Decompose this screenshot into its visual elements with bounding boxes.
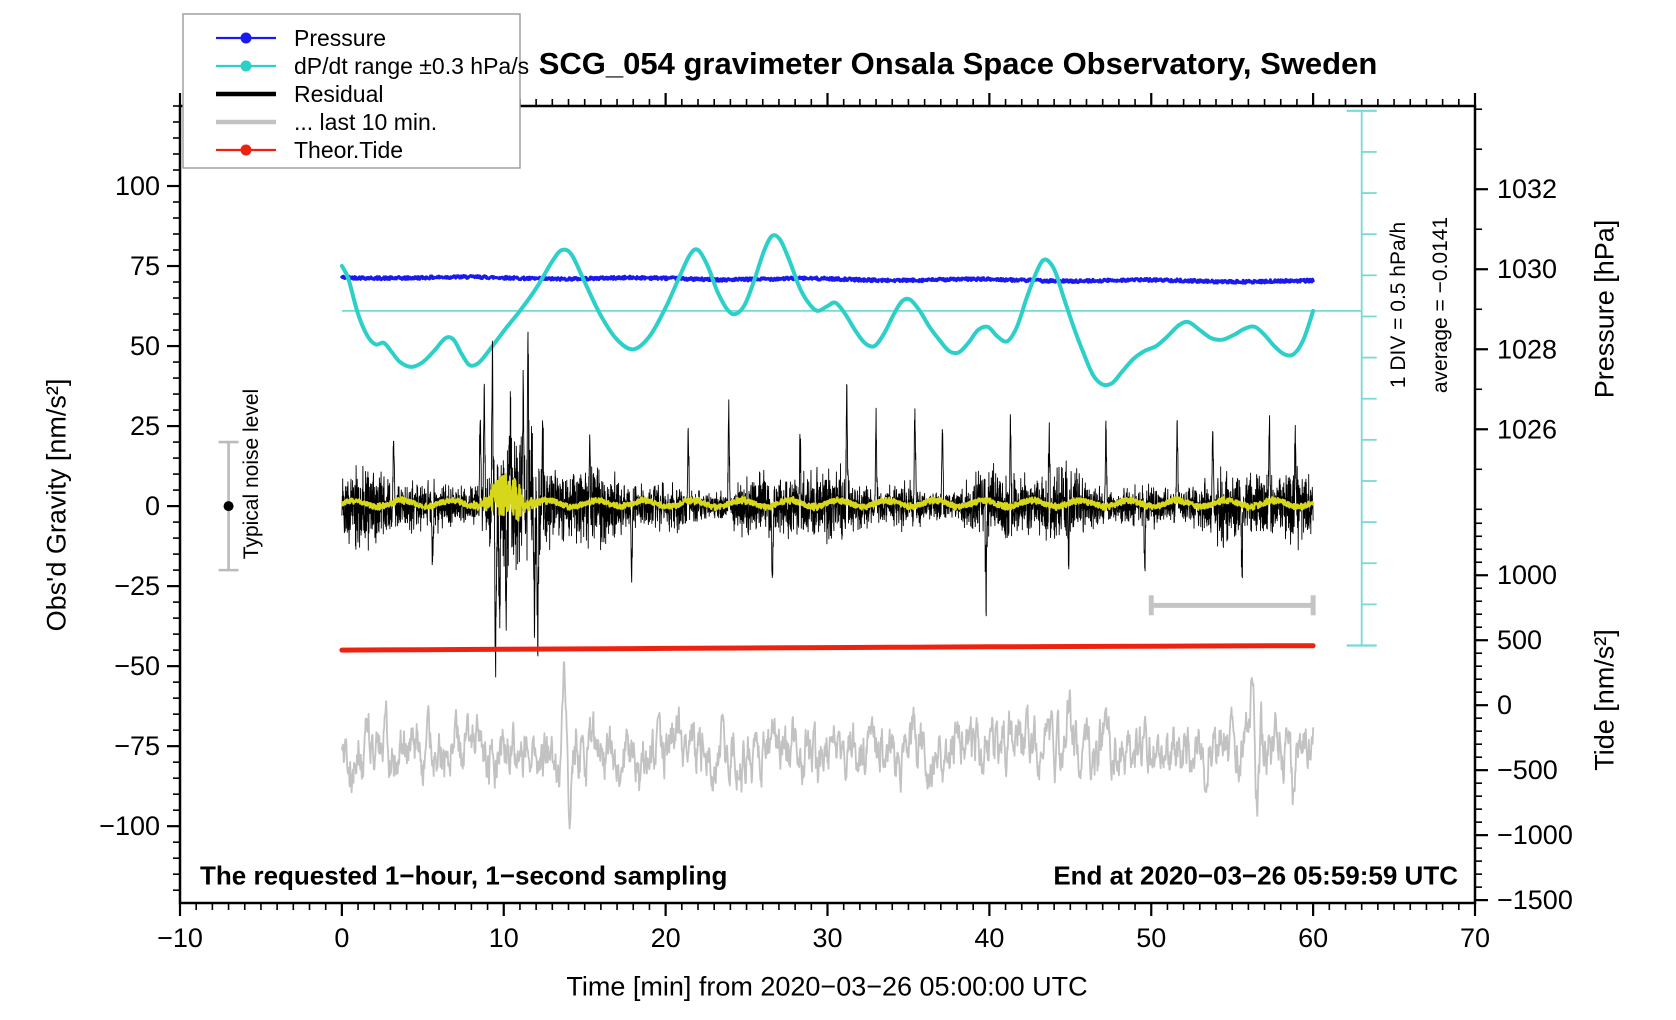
legend-item-residual: Residual (216, 81, 384, 107)
svg-text:−500: −500 (1497, 755, 1558, 785)
legend-marker-dot (240, 144, 252, 156)
svg-text:50: 50 (1136, 923, 1166, 953)
legend-item-dp-dt-range-0-3-hpa-s: dP/dt range ±0.3 hPa/s (216, 53, 529, 79)
typical-noise-level-label: Typical noise level (240, 388, 263, 560)
tide-axis-label: Tide [nm/s²] (1589, 629, 1620, 771)
svg-text:30: 30 (812, 923, 842, 953)
div-scale-label: 1 DIV = 0.5 hPa/h (1387, 221, 1410, 389)
average-dpdt-label: average = −0.0141 (1429, 216, 1452, 394)
svg-text:10: 10 (489, 923, 519, 953)
svg-text:70: 70 (1460, 923, 1490, 953)
bottom-axis: −10 0 10 20 30 40 50 60 70 (157, 903, 1490, 953)
svg-text:40: 40 (974, 923, 1004, 953)
svg-text:−10: −10 (157, 923, 203, 953)
end-time-note: End at 2020−03−26 05:59:59 UTC (1053, 860, 1458, 891)
last10-scale-bar (1148, 595, 1316, 616)
legend-item-pressure: Pressure (216, 25, 386, 51)
svg-text:100: 100 (115, 171, 160, 201)
left-y-axis-label: Obs'd Gravity [nm/s²] (41, 378, 72, 632)
legend-marker-dot (240, 32, 252, 44)
series-last-10-min (341, 661, 1314, 830)
svg-text:Theor.Tide: Theor.Tide (294, 137, 403, 163)
legend-item-last-10-min: ... last 10 min. (216, 109, 437, 135)
svg-text:1000: 1000 (1497, 560, 1557, 590)
svg-text:25: 25 (130, 411, 160, 441)
svg-text:... last 10 min.: ... last 10 min. (294, 109, 437, 135)
series-pressure (340, 274, 1315, 285)
series-dp-dt-range-0-3-hpa-s (339, 233, 1316, 388)
noise-level-marker (218, 440, 239, 572)
series-residual-smoothed (340, 472, 1315, 522)
right-axis: 1026 1028 1030 1032 −1500 −1000 −500 0 500 1000 (1475, 108, 1573, 915)
svg-text:−25: −25 (114, 571, 160, 601)
svg-text:−50: −50 (114, 651, 160, 681)
svg-text:0: 0 (145, 491, 160, 521)
left-axis: −100 −75 −50 −25 0 25 50 75 100 (99, 105, 180, 891)
series-theor-tide (339, 643, 1316, 653)
x-axis-label: Time [min] from 2020−03−26 05:00:00 UTC (566, 971, 1088, 1002)
sampling-note: The requested 1−hour, 1−second sampling (200, 860, 728, 891)
svg-text:50: 50 (130, 331, 160, 361)
svg-text:1026: 1026 (1497, 414, 1557, 444)
div-ruler (1346, 109, 1377, 647)
svg-text:0: 0 (334, 923, 349, 953)
svg-text:75: 75 (130, 251, 160, 281)
svg-text:−1000: −1000 (1497, 820, 1573, 850)
svg-text:1032: 1032 (1497, 174, 1557, 204)
legend-item-theor-tide: Theor.Tide (216, 137, 403, 163)
svg-text:dP/dt range ±0.3 hPa/s: dP/dt range ±0.3 hPa/s (294, 53, 529, 79)
svg-text:−1500: −1500 (1497, 885, 1573, 915)
svg-text:−75: −75 (114, 731, 160, 761)
svg-text:Pressure: Pressure (294, 25, 386, 51)
svg-text:1028: 1028 (1497, 334, 1557, 364)
svg-text:20: 20 (651, 923, 681, 953)
chart-title: SCG_054 gravimeter Onsala Space Observat… (538, 46, 1378, 81)
svg-text:0: 0 (1497, 690, 1512, 720)
svg-text:1030: 1030 (1497, 254, 1557, 284)
svg-text:Residual: Residual (294, 81, 384, 107)
svg-text:−100: −100 (99, 811, 160, 841)
svg-text:500: 500 (1497, 625, 1542, 655)
pressure-axis-label: Pressure [hPa] (1589, 219, 1620, 399)
legend-marker-dot (240, 60, 252, 72)
svg-text:60: 60 (1298, 923, 1328, 953)
